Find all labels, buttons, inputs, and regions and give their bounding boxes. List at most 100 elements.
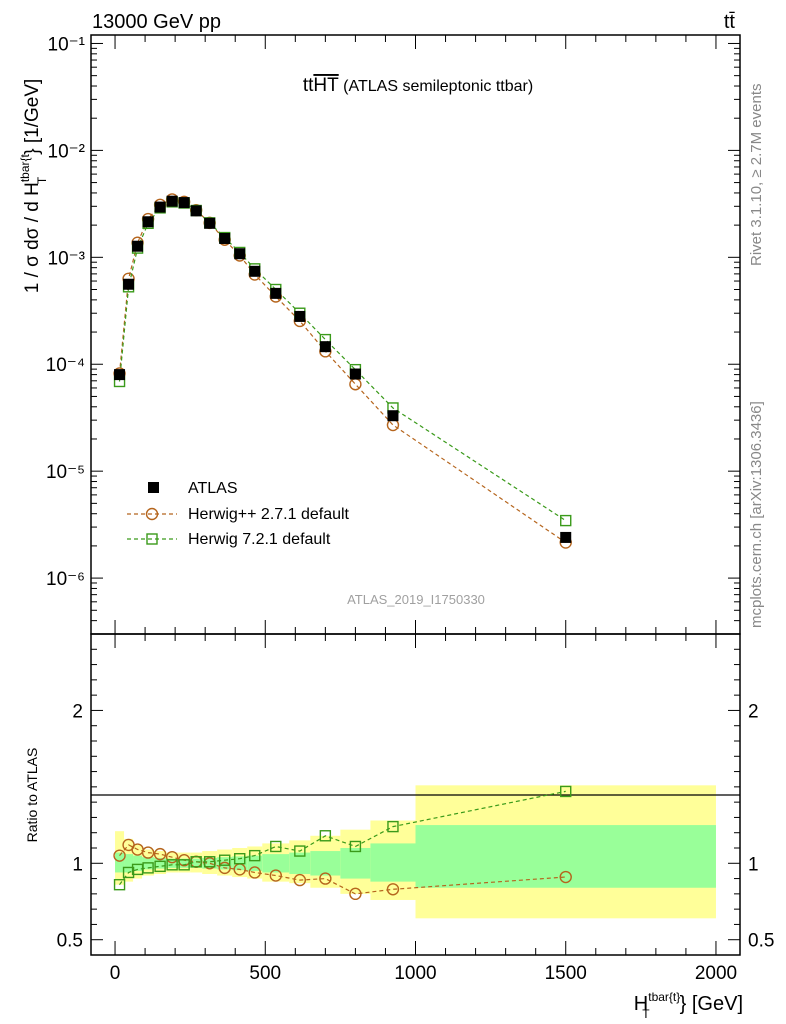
chart-title-rest: (ATLAS semileptonic ttbar) (339, 78, 533, 95)
atlas-point (294, 310, 306, 322)
atlas-point (142, 216, 154, 228)
ratio-herwigpp-point (248, 866, 261, 879)
ratio-herwigpp-point (349, 887, 362, 901)
ratio-y-axis: 0.5 0.5 1 1 2 2 (57, 648, 774, 952)
x-axis-label-sub: T (642, 1007, 650, 1021)
ratio-band-inner (133, 855, 143, 871)
main-y-tick-label: 10⁻³ (48, 248, 86, 269)
ratio-herwig7-point (166, 859, 178, 871)
rivet-label: Rivet 3.1.10, ≥ 2.7M events (748, 84, 765, 267)
atlas-point (319, 341, 331, 353)
ratio-x-tick-label: 1000 (394, 963, 436, 984)
ratio-herwig7-point (154, 860, 166, 873)
main-marks (113, 193, 572, 549)
atlas-point (234, 248, 246, 260)
herwig7-line (118, 201, 567, 522)
legend-atlas-marker (148, 482, 159, 493)
main-y-label-text: 1 / σ dσ / d H (22, 182, 43, 293)
ratio-band-inner (370, 843, 416, 882)
ratio-herwig7-point (349, 840, 362, 853)
atlas-point (178, 197, 190, 209)
ratio-band-inner (310, 851, 341, 876)
main-y-tick-label: 10⁻² (48, 141, 86, 162)
main-y-label-sub: T (35, 176, 49, 184)
ratio-herwig7-point (178, 859, 190, 871)
ratio-herwigpp-point (293, 873, 307, 887)
atlas-point (219, 232, 231, 244)
ratio-y-tick-label: 1 (72, 854, 83, 875)
ratio-band-inner (154, 857, 167, 869)
atlas-point (190, 205, 202, 217)
ratio-bands (115, 785, 716, 919)
ratio-herwig7-point (234, 853, 246, 865)
main-y-tick-label: 10⁻⁴ (46, 355, 85, 376)
atlas-point (166, 195, 178, 207)
ratio-herwigpp-point (165, 850, 179, 864)
ratio-band-inner (262, 854, 290, 873)
ratio-herwig7-point (294, 845, 306, 857)
main-y-tick-label: 10⁻⁵ (46, 462, 85, 483)
ratio-panel: 0.5 0.5 1 1 2 2 0 500 1000 1500 2000 Ratio to ATL… (24, 633, 774, 1021)
ratio-band-inner (415, 825, 716, 888)
atlas-point (123, 278, 135, 290)
ratio-herwigpp-point (319, 872, 332, 885)
ratio-herwig7-point (219, 854, 231, 866)
main-y-label-tail: } [1/GeV] (22, 79, 43, 155)
ratio-band-inner (115, 852, 125, 873)
atlas-point (204, 217, 216, 229)
ratio-y-tick-label: 2 (72, 701, 83, 722)
ratio-herwig7-point (203, 856, 216, 868)
ratio-band-inner (124, 854, 134, 873)
x-axis-label-tail: } [GeV] (680, 993, 743, 1015)
ratio-herwig7-point (249, 849, 261, 862)
ratio-y-label: Ratio to ATLAS (24, 748, 40, 843)
ratio-x-tick-label: 1500 (545, 963, 587, 984)
atlas-point (560, 531, 572, 543)
ratio-herwigpp-point (141, 846, 155, 859)
legend-herwig7-label: Herwig 7.2.1 default (188, 531, 331, 548)
chart-title-overline: HT (313, 75, 339, 96)
main-panel: 10⁻⁶ 10⁻⁵ 10⁻⁴ 10⁻³ 10⁻² 10⁻¹ ttHT (ATLAS sem… (18, 34, 741, 635)
legend-atlas-label: ATLAS (188, 480, 238, 497)
ratio-herwigpp-point (153, 847, 167, 861)
ratio-y-tick-label-right: 1 (748, 854, 759, 875)
main-y-tick-label: 10⁻¹ (48, 34, 86, 55)
ratio-herwigpp-point (218, 861, 231, 875)
atlas-point (249, 265, 261, 277)
ratio-herwig7-point (387, 820, 399, 833)
herwigpp-line (118, 198, 567, 543)
atlas-point (270, 287, 282, 299)
header-left-label: 13000 GeV pp (92, 11, 221, 33)
chart-title-main: tt (303, 75, 314, 96)
main-y-axis: 10⁻⁶ 10⁻⁵ 10⁻⁴ 10⁻³ 10⁻² 10⁻¹ (46, 34, 740, 635)
ratio-band-inner (340, 848, 371, 879)
ratio-herwig7-point (190, 856, 202, 868)
legend-herwig7-marker (146, 533, 158, 545)
ratio-band-inner (202, 857, 218, 869)
main-y-tick-label: 10⁻⁶ (46, 569, 85, 590)
ratio-y-tick-label-right: 0.5 (748, 931, 774, 952)
ratio-herwig7-point (142, 862, 154, 874)
ratio-herwigpp-point (113, 849, 126, 862)
header-right-label: tt̄ (724, 11, 736, 33)
atlas-point (387, 410, 399, 422)
legend-herwigpp-label: Herwig++ 2.7.1 default (188, 506, 350, 523)
ratio-band-inner (247, 855, 263, 871)
legend-herwigpp-marker (145, 507, 159, 521)
main-y-label-sup: tbar{t (18, 153, 32, 182)
atlas-point (132, 240, 144, 252)
ratio-herwigpp-point (559, 870, 572, 884)
legend: ATLAS Herwig++ 2.7.1 default Herwig 7.2.… (127, 480, 350, 548)
ratio-herwig7-point (122, 866, 135, 879)
ratio-marks (113, 785, 572, 901)
ratio-x-tick-label: 500 (249, 963, 281, 984)
ratio-herwigpp-point (386, 883, 400, 896)
mcplots-label: mcplots.cern.ch [arXiv:1306.3436] (748, 401, 765, 628)
ratio-band-inner (178, 858, 191, 868)
main-x-ticks (114, 35, 717, 634)
ratio-herwig7-point (113, 878, 126, 891)
ratio-herwig7-point (270, 840, 282, 853)
ratio-x-tick-label: 2000 (695, 963, 737, 984)
herwig7-point (560, 514, 572, 527)
